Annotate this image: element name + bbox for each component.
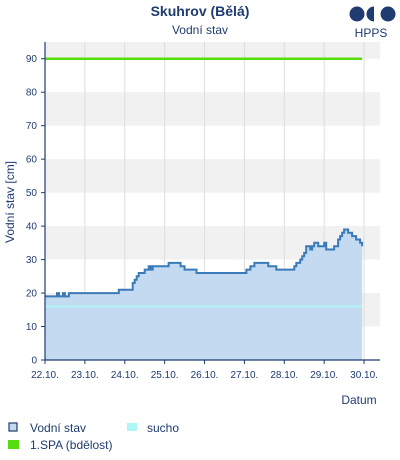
y-tick-label: 0: [31, 356, 37, 367]
x-tick-label: 29.10.: [310, 370, 338, 381]
legend-label-drought: sucho: [147, 421, 179, 435]
legend-label-water-level: Vodní stav: [30, 421, 86, 435]
x-axis-label: Datum: [341, 393, 376, 407]
grid-band: [45, 159, 380, 193]
legend-swatch-drought: [127, 423, 137, 431]
axes: [41, 42, 380, 364]
grid-band: [45, 92, 380, 126]
x-tick-label: 30.10.: [350, 370, 378, 381]
legend-item-spa1: 1.SPA (bdělost): [8, 438, 113, 452]
x-tick-label: 23.10.: [71, 370, 99, 381]
logo-half-dot: [366, 6, 374, 22]
y-axis-label: Vodní stav [cm]: [3, 161, 17, 243]
y-tick-label: 70: [26, 121, 38, 132]
y-tick-label: 10: [26, 322, 38, 333]
threshold-lines: [45, 57, 363, 308]
legend: Vodní stav sucho 1.SPA (bdělost): [8, 421, 179, 452]
water-level-area: [45, 228, 364, 360]
logo-text: HPPS: [355, 26, 388, 40]
y-tick-label: 50: [26, 188, 38, 199]
legend-swatch-spa1: [8, 440, 19, 449]
logo-dot-2: [380, 6, 396, 22]
x-tick-label: 28.10.: [270, 370, 298, 381]
legend-item-water-level: Vodní stav: [8, 421, 86, 435]
chart-subtitle: Vodní stav: [172, 23, 228, 37]
y-tick-label: 60: [26, 155, 38, 166]
y-tick-label: 20: [26, 289, 38, 300]
legend-item-drought: sucho: [127, 421, 179, 435]
x-tick-label: 24.10.: [111, 370, 139, 381]
y-tick-label: 80: [26, 88, 38, 99]
x-tick-label: 22.10.: [31, 370, 59, 381]
x-tick-label: 25.10.: [151, 370, 179, 381]
y-tick-label: 40: [26, 222, 38, 233]
y-tick-label: 90: [26, 54, 38, 65]
water-level-fill: [45, 229, 363, 360]
legend-label-spa1: 1.SPA (bdělost): [30, 438, 113, 452]
y-tick-labels: 0 10 20 30 40 50 60 70 80 90: [26, 54, 38, 366]
logo: HPPS: [349, 6, 396, 40]
water-level-line: [45, 228, 364, 298]
x-tick-label: 27.10.: [230, 370, 258, 381]
logo-dot-1: [349, 6, 365, 22]
x-tick-label: 26.10.: [191, 370, 219, 381]
legend-swatch-water-level: [8, 422, 18, 432]
grid-band: [45, 42, 380, 59]
y-tick-label: 30: [26, 255, 38, 266]
x-tick-labels: 22.10. 23.10. 24.10. 25.10. 26.10. 27.10. 28.1…: [31, 370, 378, 381]
chart-title: Skuhrov (Bělá): [151, 3, 250, 19]
